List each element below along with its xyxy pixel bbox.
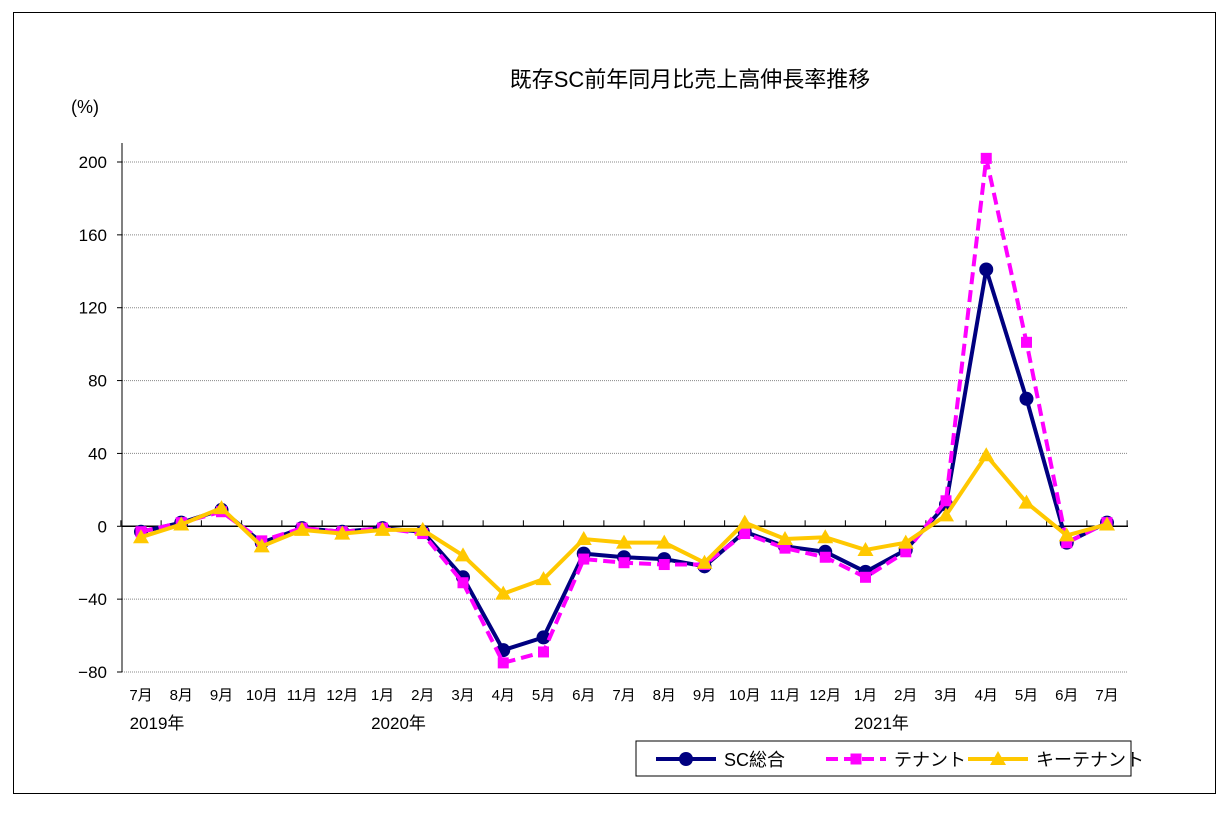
y-tick-label: −80 — [78, 663, 107, 682]
y-tick-label: 80 — [88, 372, 107, 391]
data-point — [656, 534, 673, 549]
data-point — [978, 447, 995, 462]
x-tick-label: 8月 — [653, 687, 676, 704]
data-point — [213, 500, 230, 515]
data-point — [979, 262, 994, 277]
x-tick-label: 12月 — [326, 687, 358, 704]
data-point — [696, 554, 713, 569]
data-point — [1021, 336, 1032, 348]
y-tick-label: 200 — [79, 153, 107, 172]
x-tick-label: 9月 — [210, 687, 233, 704]
data-point — [860, 571, 871, 583]
x-tick-label: 11月 — [287, 687, 318, 704]
data-point — [1061, 537, 1073, 549]
legend-item: キーテナント — [968, 750, 1144, 770]
legend-item: テナント — [826, 750, 966, 770]
x-tick-label: 3月 — [934, 687, 957, 704]
data-point — [1019, 391, 1034, 406]
data-point — [940, 495, 952, 507]
data-point — [857, 541, 874, 556]
x-tick-label: 1月 — [854, 687, 877, 704]
data-point — [536, 630, 551, 645]
data-point — [538, 646, 549, 658]
data-point — [777, 531, 793, 546]
x-tick-label: 4月 — [492, 687, 515, 704]
data-point — [457, 577, 469, 589]
data-point — [173, 516, 190, 531]
legend-label: SC総合 — [724, 750, 785, 770]
series-line — [140, 451, 1108, 596]
legend-label: テナント — [894, 750, 966, 770]
x-tick-label: 10月 — [729, 687, 761, 704]
x-tick-label: 4月 — [975, 687, 998, 704]
x-tick-label: 7月 — [612, 687, 635, 704]
x-tick-label: 6月 — [572, 687, 595, 704]
y-tick-label: 40 — [88, 444, 107, 463]
x-tick-label: 1月 — [371, 687, 394, 704]
data-point — [495, 585, 512, 600]
x-tick-label: 7月 — [129, 687, 152, 704]
data-point — [133, 529, 149, 544]
x-tick-label: 9月 — [693, 687, 716, 704]
legend-item: SC総合 — [656, 750, 785, 770]
data-point — [334, 525, 351, 540]
x-tick-label: 2月 — [894, 687, 917, 704]
x-tick-label: 2月 — [411, 687, 434, 704]
legend-marker — [990, 751, 1006, 765]
year-label: 2020年 — [371, 714, 426, 733]
x-tick-label: 11月 — [770, 687, 801, 704]
data-point — [578, 553, 590, 565]
data-point — [618, 557, 630, 569]
legend-label: キーテナント — [1036, 750, 1144, 770]
series-circle — [134, 262, 1114, 658]
data-point — [819, 551, 831, 563]
data-point — [1099, 516, 1115, 531]
data-point — [497, 657, 509, 669]
data-point — [1018, 494, 1035, 509]
series-triangle — [133, 447, 1115, 600]
x-tick-label: 5月 — [532, 687, 555, 704]
x-tick-label: 12月 — [809, 687, 841, 704]
x-tick-label: 6月 — [1055, 687, 1078, 704]
y-tick-label: 160 — [79, 226, 107, 245]
data-point — [253, 538, 270, 553]
x-tick-label: 5月 — [1015, 687, 1038, 704]
data-point — [900, 546, 912, 558]
data-point — [374, 521, 391, 536]
y-tick-label: 120 — [79, 299, 107, 318]
data-point — [414, 521, 431, 536]
series-line — [140, 268, 1108, 653]
legend-marker — [679, 752, 693, 766]
y-tick-label: 0 — [98, 517, 107, 536]
x-tick-label: 3月 — [451, 687, 474, 704]
data-point — [980, 152, 992, 164]
x-tick-label: 8月 — [170, 687, 193, 704]
data-point — [897, 534, 914, 549]
year-label: 2019年 — [130, 714, 185, 733]
data-point — [575, 531, 592, 546]
data-point — [739, 528, 751, 540]
data-point — [736, 514, 753, 529]
year-label: 2021年 — [854, 714, 909, 733]
series-square — [135, 152, 1113, 669]
data-point — [294, 521, 310, 536]
legend-marker — [850, 753, 862, 765]
data-point — [455, 547, 471, 562]
x-tick-label: 10月 — [246, 687, 278, 704]
y-axis-unit: (%) — [71, 97, 99, 117]
data-point — [1058, 527, 1075, 542]
data-point — [938, 507, 954, 522]
data-point — [616, 534, 632, 549]
y-tick-label: −40 — [78, 590, 107, 609]
data-point — [658, 559, 670, 571]
data-point — [817, 529, 834, 544]
chart-title: 既存SC前年同月比売上高伸長率推移 — [510, 67, 871, 92]
chart-frame — [13, 12, 1216, 794]
data-point — [535, 571, 552, 586]
data-point — [779, 542, 791, 554]
x-tick-label: 7月 — [1095, 687, 1118, 704]
